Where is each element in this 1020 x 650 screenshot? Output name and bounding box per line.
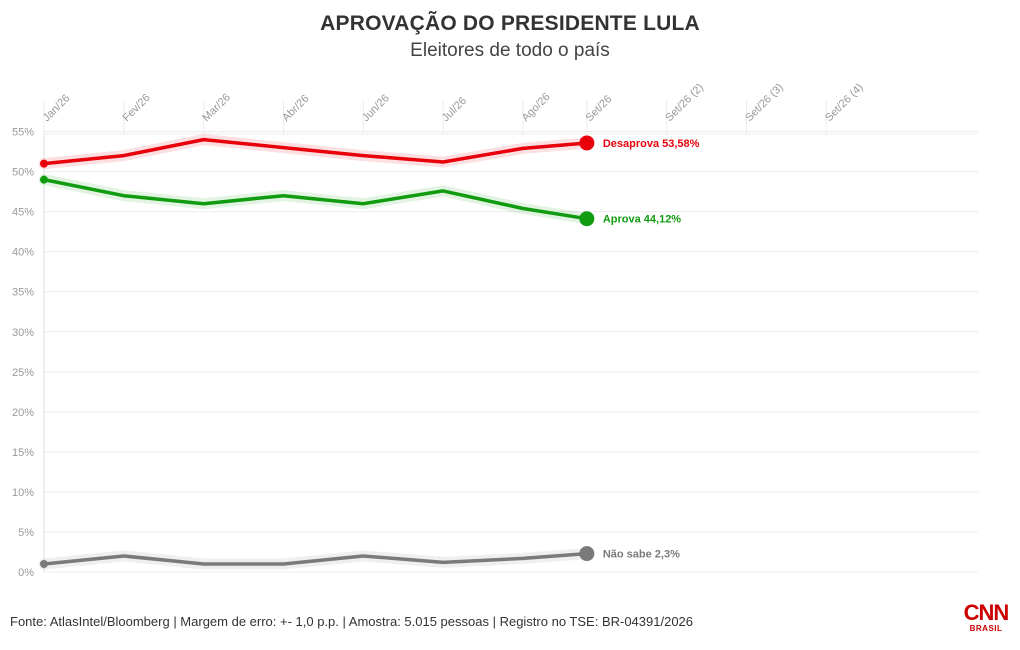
x-tick-label: Fev/26 <box>120 92 152 124</box>
nao_sabe-end-label: Não sabe 2,3% <box>603 549 680 561</box>
x-tick-label: Set/26 (2) <box>663 81 706 124</box>
desaprova-end-point <box>579 135 595 151</box>
y-tick-label: 30% <box>12 327 34 339</box>
cnn-brasil-logo: CNN BRASIL <box>958 602 1014 634</box>
x-axis-ticks: Jan/26 Fev/26 Mar/26 Abr/26 Jun/26 Jul/26 Ago/… <box>41 81 866 124</box>
desaprova-start-point <box>40 159 48 168</box>
x-tick-label: Set/26 (4) <box>823 81 866 124</box>
y-tick-label: 55% <box>12 127 34 139</box>
logo-subtext: BRASIL <box>969 624 1003 633</box>
logo-text: CNN <box>963 600 1010 625</box>
source-note: Fonte: AtlasIntel/Bloomberg | Margem de … <box>10 614 694 629</box>
x-tick-label: Set/26 (3) <box>743 81 786 124</box>
x-tick-label: Jul/26 <box>440 95 469 124</box>
y-tick-label: 0% <box>18 567 34 579</box>
x-tick-label: Set/26 <box>583 93 614 124</box>
y-tick-label: 15% <box>12 447 34 459</box>
x-tick-label: Ago/26 <box>520 91 553 124</box>
x-tick-label: Jan/26 <box>41 92 73 124</box>
y-tick-label: 20% <box>12 407 34 419</box>
y-tick-label: 50% <box>12 167 34 179</box>
end-labels: Desaprova 53,58% Aprova 44,12% Não sabe 2,… <box>603 138 700 561</box>
aprova-end-point <box>579 211 595 227</box>
y-axis-ticks: 0% 5% 10% 15% 20% 25% 30% 35% 40% 45% 50% 55% <box>12 127 34 579</box>
series-lines <box>38 134 595 570</box>
desaprova-end-label: Desaprova 53,58% <box>603 138 700 150</box>
y-tick-label: 45% <box>12 207 34 219</box>
y-tick-label: 10% <box>12 487 34 499</box>
x-tick-label: Abr/26 <box>280 93 311 124</box>
x-tick-label: Jun/26 <box>360 92 392 124</box>
y-tick-label: 40% <box>12 247 34 259</box>
desaprova-line <box>42 137 589 166</box>
x-tick-label: Mar/26 <box>200 91 233 124</box>
aprova-start-point <box>40 175 48 184</box>
aprova-end-label: Aprova 44,12% <box>603 214 681 226</box>
y-tick-label: 35% <box>12 287 34 299</box>
line-chart: 0% 5% 10% 15% 20% 25% 30% 35% 40% 45% 50% 55% Jan/2… <box>12 81 978 579</box>
nao_sabe-line <box>42 551 589 566</box>
nao_sabe-end-point <box>579 546 595 562</box>
grid-lines <box>43 100 978 573</box>
nao_sabe-start-point <box>40 559 48 568</box>
chart-title: APROVAÇÃO DO PRESIDENTE LULA <box>320 12 700 35</box>
chart-subtitle: Eleitores de todo o país <box>410 40 610 61</box>
y-tick-label: 25% <box>12 367 34 379</box>
aprova-line <box>42 177 589 221</box>
y-tick-label: 5% <box>18 527 34 539</box>
